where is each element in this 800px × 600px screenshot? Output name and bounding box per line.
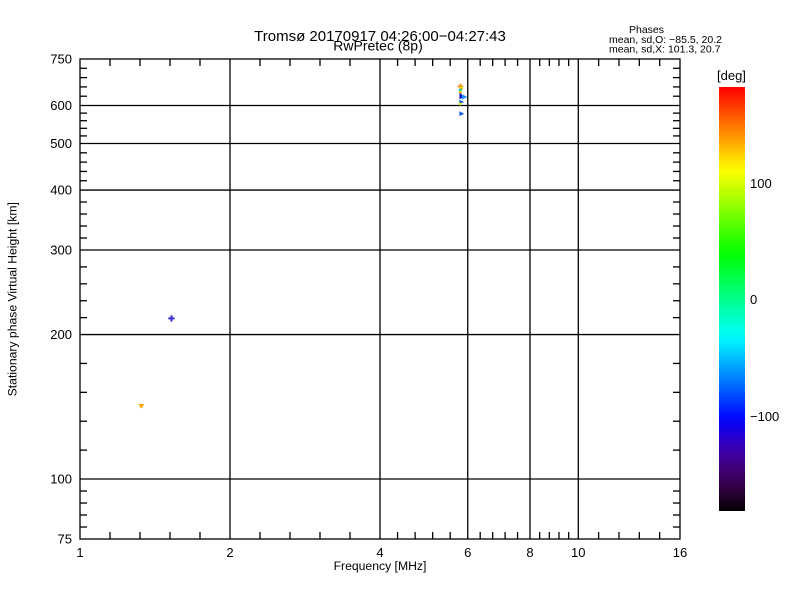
svg-text:100: 100: [750, 176, 772, 191]
svg-text:[deg]: [deg]: [717, 68, 746, 83]
svg-text:0: 0: [750, 292, 757, 307]
svg-text:−100: −100: [750, 409, 779, 424]
